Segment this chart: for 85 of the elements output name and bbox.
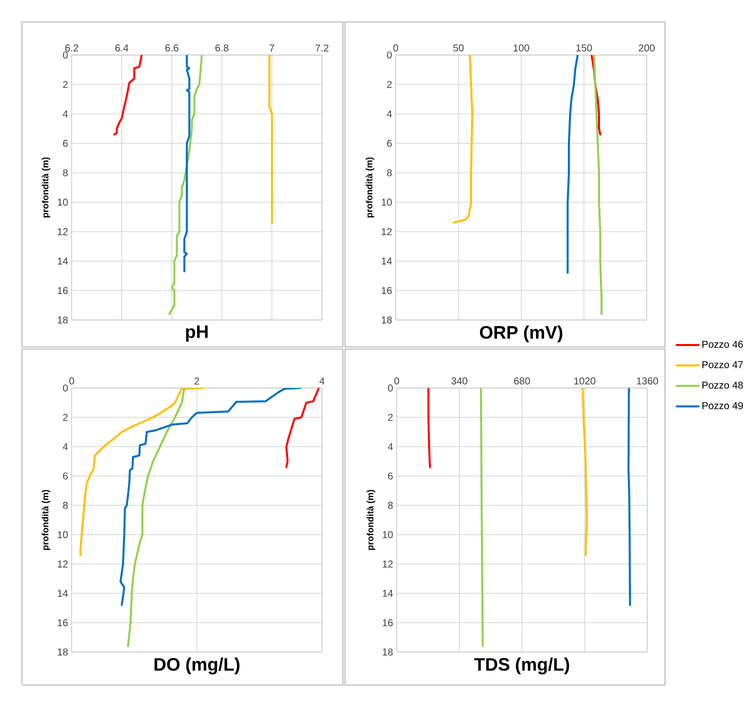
y-axis-title: profondità (m) (42, 157, 50, 218)
x-tick-label: 50 (453, 44, 464, 52)
y-tick-label: 2 (63, 414, 68, 421)
x-tick-label: 7 (270, 44, 274, 52)
y-tick-label: 14 (58, 590, 68, 597)
x-tick-label: 200 (638, 44, 655, 52)
y-tick-label: 8 (63, 502, 68, 509)
line-series (452, 55, 474, 224)
y-tick-label: 4 (62, 110, 68, 118)
y-tick-label: 8 (388, 502, 393, 509)
y-tick-label: 4 (388, 443, 393, 450)
y-tick-label: 10 (382, 531, 393, 538)
y-tick-label: 16 (382, 287, 392, 294)
y-tick-label: 16 (382, 619, 393, 626)
y-tick-label: 18 (58, 648, 68, 656)
line-series (566, 55, 579, 274)
y-tick-label: 6 (387, 140, 392, 147)
x-tick-label: 6.2 (65, 44, 78, 52)
legend-label: Pozzo 46 (702, 340, 743, 348)
legend-label: Pozzo 47 (702, 361, 743, 368)
x-tick-label: 0 (394, 377, 400, 384)
legend-label: Pozzo 48 (702, 382, 743, 389)
y-tick-label: 4 (62, 443, 68, 450)
line-series (113, 55, 143, 136)
x-axis-title: DO (mg/L) (154, 658, 240, 674)
y-tick-label: 4 (386, 110, 392, 118)
y-tick-label: 16 (58, 619, 68, 626)
y-tick-label: 6 (63, 472, 68, 480)
y-tick-label: 18 (58, 316, 68, 324)
line-series (183, 55, 190, 272)
y-tick-label: 14 (382, 590, 393, 597)
y-tick-label: 10 (382, 198, 392, 206)
y-tick-label: 6 (388, 472, 393, 480)
line-series (427, 388, 432, 468)
x-tick-label: 2 (194, 377, 200, 384)
y-tick-label: 16 (58, 287, 68, 294)
y-tick-label: 0 (63, 51, 68, 59)
x-tick-label: 6.8 (215, 44, 228, 52)
line-series (127, 388, 186, 648)
x-tick-label: 7.2 (316, 44, 328, 52)
y-tick-label: 12 (382, 560, 393, 568)
legend-label: Pozzo 49 (702, 402, 743, 410)
y-tick-label: 2 (388, 414, 393, 421)
y-axis-title: profondità (m) (42, 490, 50, 550)
line-series (628, 388, 631, 606)
y-tick-label: 14 (58, 258, 68, 265)
x-axis-title: TDS (mg/L) (474, 658, 570, 674)
y-tick-label: 10 (58, 198, 68, 206)
y-tick-label: 18 (382, 648, 393, 656)
y-tick-label: 14 (382, 258, 392, 265)
x-tick-label: 1360 (636, 377, 658, 384)
x-tick-label: 680 (514, 377, 530, 384)
line-series (120, 388, 302, 606)
line-series (268, 55, 273, 224)
x-tick-label: 0 (393, 44, 398, 52)
x-tick-label: 1020 (574, 377, 596, 384)
line-series (168, 55, 203, 316)
y-tick-label: 2 (387, 80, 392, 88)
line-series (79, 388, 204, 556)
y-tick-label: 8 (387, 169, 392, 176)
line-series (285, 388, 320, 468)
y-tick-label: 0 (388, 384, 393, 392)
y-tick-label: 12 (58, 560, 68, 568)
y-tick-label: 6 (63, 140, 68, 147)
x-tick-label: 6.6 (165, 44, 178, 52)
x-tick-label: 100 (514, 44, 530, 52)
y-axis-title: profondità (m) (366, 157, 374, 218)
x-axis-title: ORP (mV) (480, 326, 562, 342)
y-tick-label: 10 (58, 531, 68, 538)
line-series (582, 388, 588, 556)
y-tick-label: 18 (382, 316, 392, 324)
y-tick-label: 2 (63, 80, 68, 88)
y-tick-label: 0 (387, 51, 392, 59)
y-tick-label: 0 (63, 384, 68, 392)
x-tick-label: 4 (319, 378, 324, 384)
line-series (590, 55, 602, 136)
x-tick-label: 150 (576, 44, 592, 52)
x-tick-label: 0 (69, 377, 74, 384)
x-axis-title: pH (186, 326, 208, 342)
x-tick-label: 340 (451, 377, 468, 384)
y-tick-label: 12 (58, 228, 68, 236)
y-axis-title: profondità (m) (366, 490, 376, 550)
y-tick-label: 8 (63, 169, 68, 176)
y-tick-label: 12 (382, 228, 392, 236)
x-tick-label: 6.4 (115, 44, 128, 52)
